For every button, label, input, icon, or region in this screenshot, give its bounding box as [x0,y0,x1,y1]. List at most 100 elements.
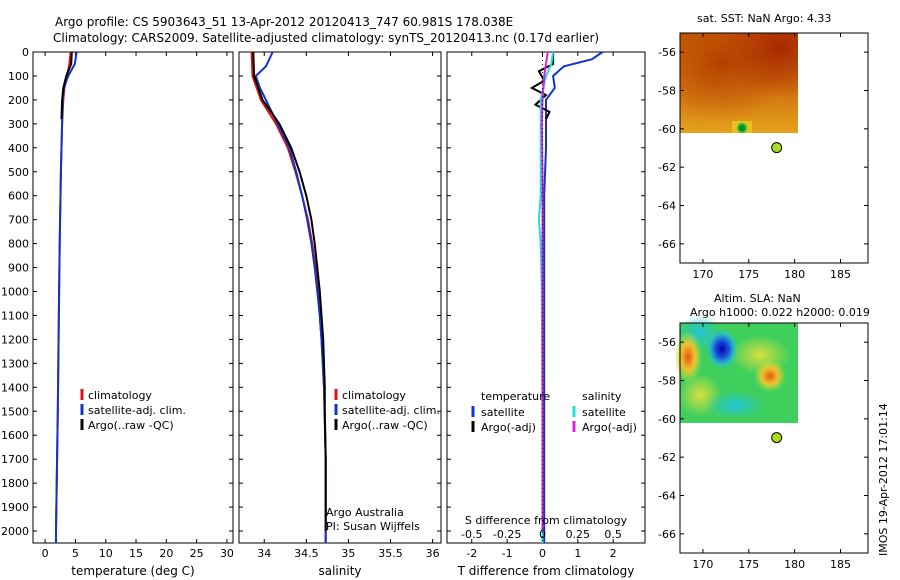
temperature-series-satellite-adj-clim- [55,51,78,543]
y-tick-label: 0 [22,46,29,59]
s-diff-tick-label: 0.25 [566,528,591,541]
map-y-tick-label: -60 [658,413,676,426]
map-y-tick-label: -62 [658,451,676,464]
x-tick-label: 34 [257,547,271,560]
map-x-tick-label: 185 [830,558,851,571]
sla-map-subtitle: Argo h1000: 0.022 h2000: 0.019 [690,306,870,319]
legend-label: Argo(..raw -QC) [88,419,174,432]
x-tick-label: -2 [466,547,477,560]
salinity-frame [238,51,442,544]
y-tick-label: 1300 [1,357,29,370]
y-tick-label: 1500 [1,405,29,418]
x-tick-label: 35.5 [378,547,403,560]
sla-map-axes: 170 175 180 185 -56 -58 -60 -62 -64 -66 [658,323,868,571]
y-tick-label: 1200 [1,333,29,346]
x-tick-label: 10 [99,547,113,560]
y-tick-label: 1000 [1,286,29,299]
s-diff-tick-label: -0.5 [461,528,482,541]
map-y-tick-label: -66 [658,238,676,251]
map-y-tick-label: -64 [658,200,676,213]
legend-label: satellite [582,406,626,419]
map-y-tick-label: -56 [658,46,676,59]
sst-map-frame [679,32,869,264]
temperature-frame [32,51,234,544]
x-tick-label: 1 [574,547,581,560]
difference-series-argo-adj--temperature [529,52,555,120]
map-x-tick-label: 180 [784,268,805,281]
legend-title-temperature: temperature [481,390,550,403]
s-diff-tick-label: 0.5 [604,528,622,541]
legend-label: satellite-adj. clim. [342,404,440,417]
salinity-xlabel: salinity [318,564,361,578]
sla-heatmap-field [674,315,798,423]
float-marker-sla [771,432,783,444]
difference-xlabel: T difference from climatology [457,564,635,578]
map-y-tick-label: -58 [658,85,676,98]
difference-series-satellite-temperature [543,51,604,543]
sst-map-title: sat. SST: NaN Argo: 4.33 [697,12,831,25]
legend-label: climatology [342,389,406,402]
y-tick-label: 200 [8,94,29,107]
imos-stamp: IMOS 19-Apr-2012 17:01:14 [877,403,890,556]
y-tick-label: 100 [8,70,29,83]
y-tick-label: 400 [8,142,29,155]
x-tick-label: 20 [159,547,173,560]
y-tick-label: 300 [8,118,29,131]
map-y-tick-label: -64 [658,490,676,503]
difference-frame [446,51,646,544]
x-tick-label: 25 [190,547,204,560]
sla-map-panel: Altim. SLA: NaN Argo h1000: 0.022 h2000:… [658,292,870,571]
map-y-tick-label: -60 [658,123,676,136]
map-x-tick-label: 185 [830,268,851,281]
y-tick-label: 600 [8,190,29,203]
x-tick-label: 5 [72,547,79,560]
y-tick-label: 500 [8,166,29,179]
s-diff-tick-label: 0 [539,528,546,541]
credit-line1: Argo Australia [326,506,404,519]
y-tick-label: 2000 [1,525,29,538]
map-y-tick-label: -56 [658,336,676,349]
header-line2: Climatology: CARS2009. Satellite-adjuste… [53,31,599,45]
salinity-panel: 34 34.5 35 35.5 36 salinity climatology satelli… [238,51,442,578]
x-tick-label: 30 [220,547,234,560]
sla-map-title: Altim. SLA: NaN [714,292,801,305]
difference-panel: -2 -1 0 1 2 T difference from climatology -0.5… [446,51,646,578]
map-x-tick-label: 180 [784,558,805,571]
x-tick-label: 36 [426,547,440,560]
salinity-series-argo-raw-qc- [252,51,327,531]
s-diff-tick-label: -0.25 [493,528,521,541]
legend-label: satellite [481,406,525,419]
legend-label: climatology [88,389,152,402]
sst-map-axes: 170 175 180 185 -56 -58 -60 -62 -64 -66 [658,33,868,281]
x-tick-label: 0 [539,547,546,560]
x-tick-label: 2 [610,547,617,560]
x-tick-label: -1 [502,547,513,560]
map-x-tick-label: 170 [692,558,713,571]
s-diff-axis-label: S difference from climatology [465,514,628,527]
temperature-panel: 0 5 10 15 20 25 30 temperature (deg C) 0 100 200 30… [1,46,234,578]
map-y-tick-label: -58 [658,375,676,388]
salinity-series-climatology [250,51,327,543]
legend-label: Argo(-adj) [582,421,637,434]
difference-series-argo-adj--salinity [540,51,549,531]
y-tick-label: 1700 [1,453,29,466]
x-tick-label: 35 [341,547,355,560]
legend-title-salinity: salinity [582,390,622,403]
x-tick-label: 0 [42,547,49,560]
sst-heatmap-field [680,33,798,133]
y-tick-label: 900 [8,262,29,275]
y-tick-label: 700 [8,214,29,227]
y-tick-label: 1100 [1,309,29,322]
sst-map-panel: sat. SST: NaN Argo: 4.33 170 175 180 185 -56… [658,12,869,281]
map-x-tick-label: 170 [692,268,713,281]
legend-label: Argo(-adj) [481,421,536,434]
y-tick-label: 800 [8,238,29,251]
header-line1: Argo profile: CS 5903643_51 13-Apr-2012 … [55,15,513,29]
sla-map-frame [679,322,869,554]
temperature-series-argo-raw-qc- [60,51,73,120]
y-tick-label: 1900 [1,501,29,514]
x-tick-label: 15 [129,547,143,560]
y-tick-label: 1600 [1,429,29,442]
legend-label: satellite-adj. clim. [88,404,186,417]
map-x-tick-label: 175 [738,558,759,571]
